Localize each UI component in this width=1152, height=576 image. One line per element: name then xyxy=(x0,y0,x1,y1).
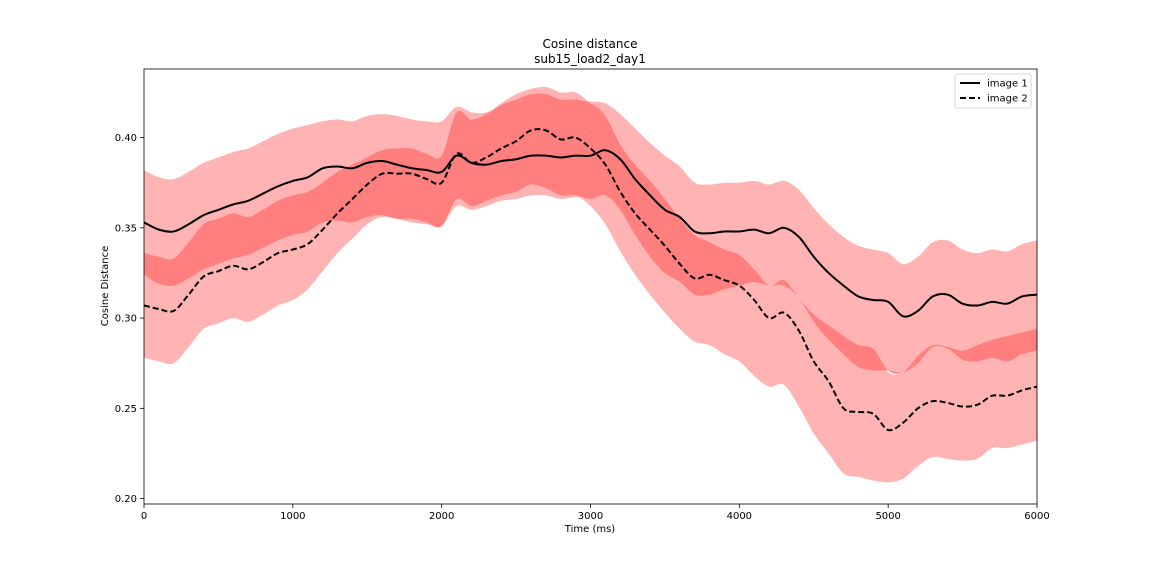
series-lines xyxy=(143,128,1038,432)
y-tick-label: 0.40 xyxy=(115,133,137,144)
legend: image 1 image 2 xyxy=(954,73,1032,109)
x-tick-label: 2000 xyxy=(429,511,454,522)
x-tick-label: 5000 xyxy=(875,511,900,522)
y-axis-label: Cosine Distance xyxy=(100,246,111,326)
x-tick-label: 1000 xyxy=(280,511,305,522)
y-tick-label: 0.30 xyxy=(115,314,137,325)
x-axis: 0 1000 2000 3000 4000 5000 6000 xyxy=(141,504,1050,522)
y-tick-label: 0.25 xyxy=(115,404,137,415)
legend-label-image-2: image 2 xyxy=(987,94,1028,105)
x-tick-label: 3000 xyxy=(578,511,603,522)
x-tick-label: 0 xyxy=(141,511,147,522)
x-axis-label: Time (ms) xyxy=(564,524,616,535)
chart-subtitle: sub15_load2_day1 xyxy=(534,52,646,66)
x-tick-label: 6000 xyxy=(1024,511,1049,522)
x-tick-label: 4000 xyxy=(727,511,752,522)
series-line-image-2 xyxy=(143,128,1038,432)
chart-title: Cosine distance xyxy=(543,37,638,51)
legend-label-image-1: image 1 xyxy=(987,79,1028,90)
y-tick-label: 0.20 xyxy=(115,494,137,505)
y-tick-label: 0.35 xyxy=(115,223,137,234)
series-line-image-1 xyxy=(143,149,1038,318)
y-axis: 0.20 0.25 0.30 0.35 0.40 xyxy=(115,133,144,505)
